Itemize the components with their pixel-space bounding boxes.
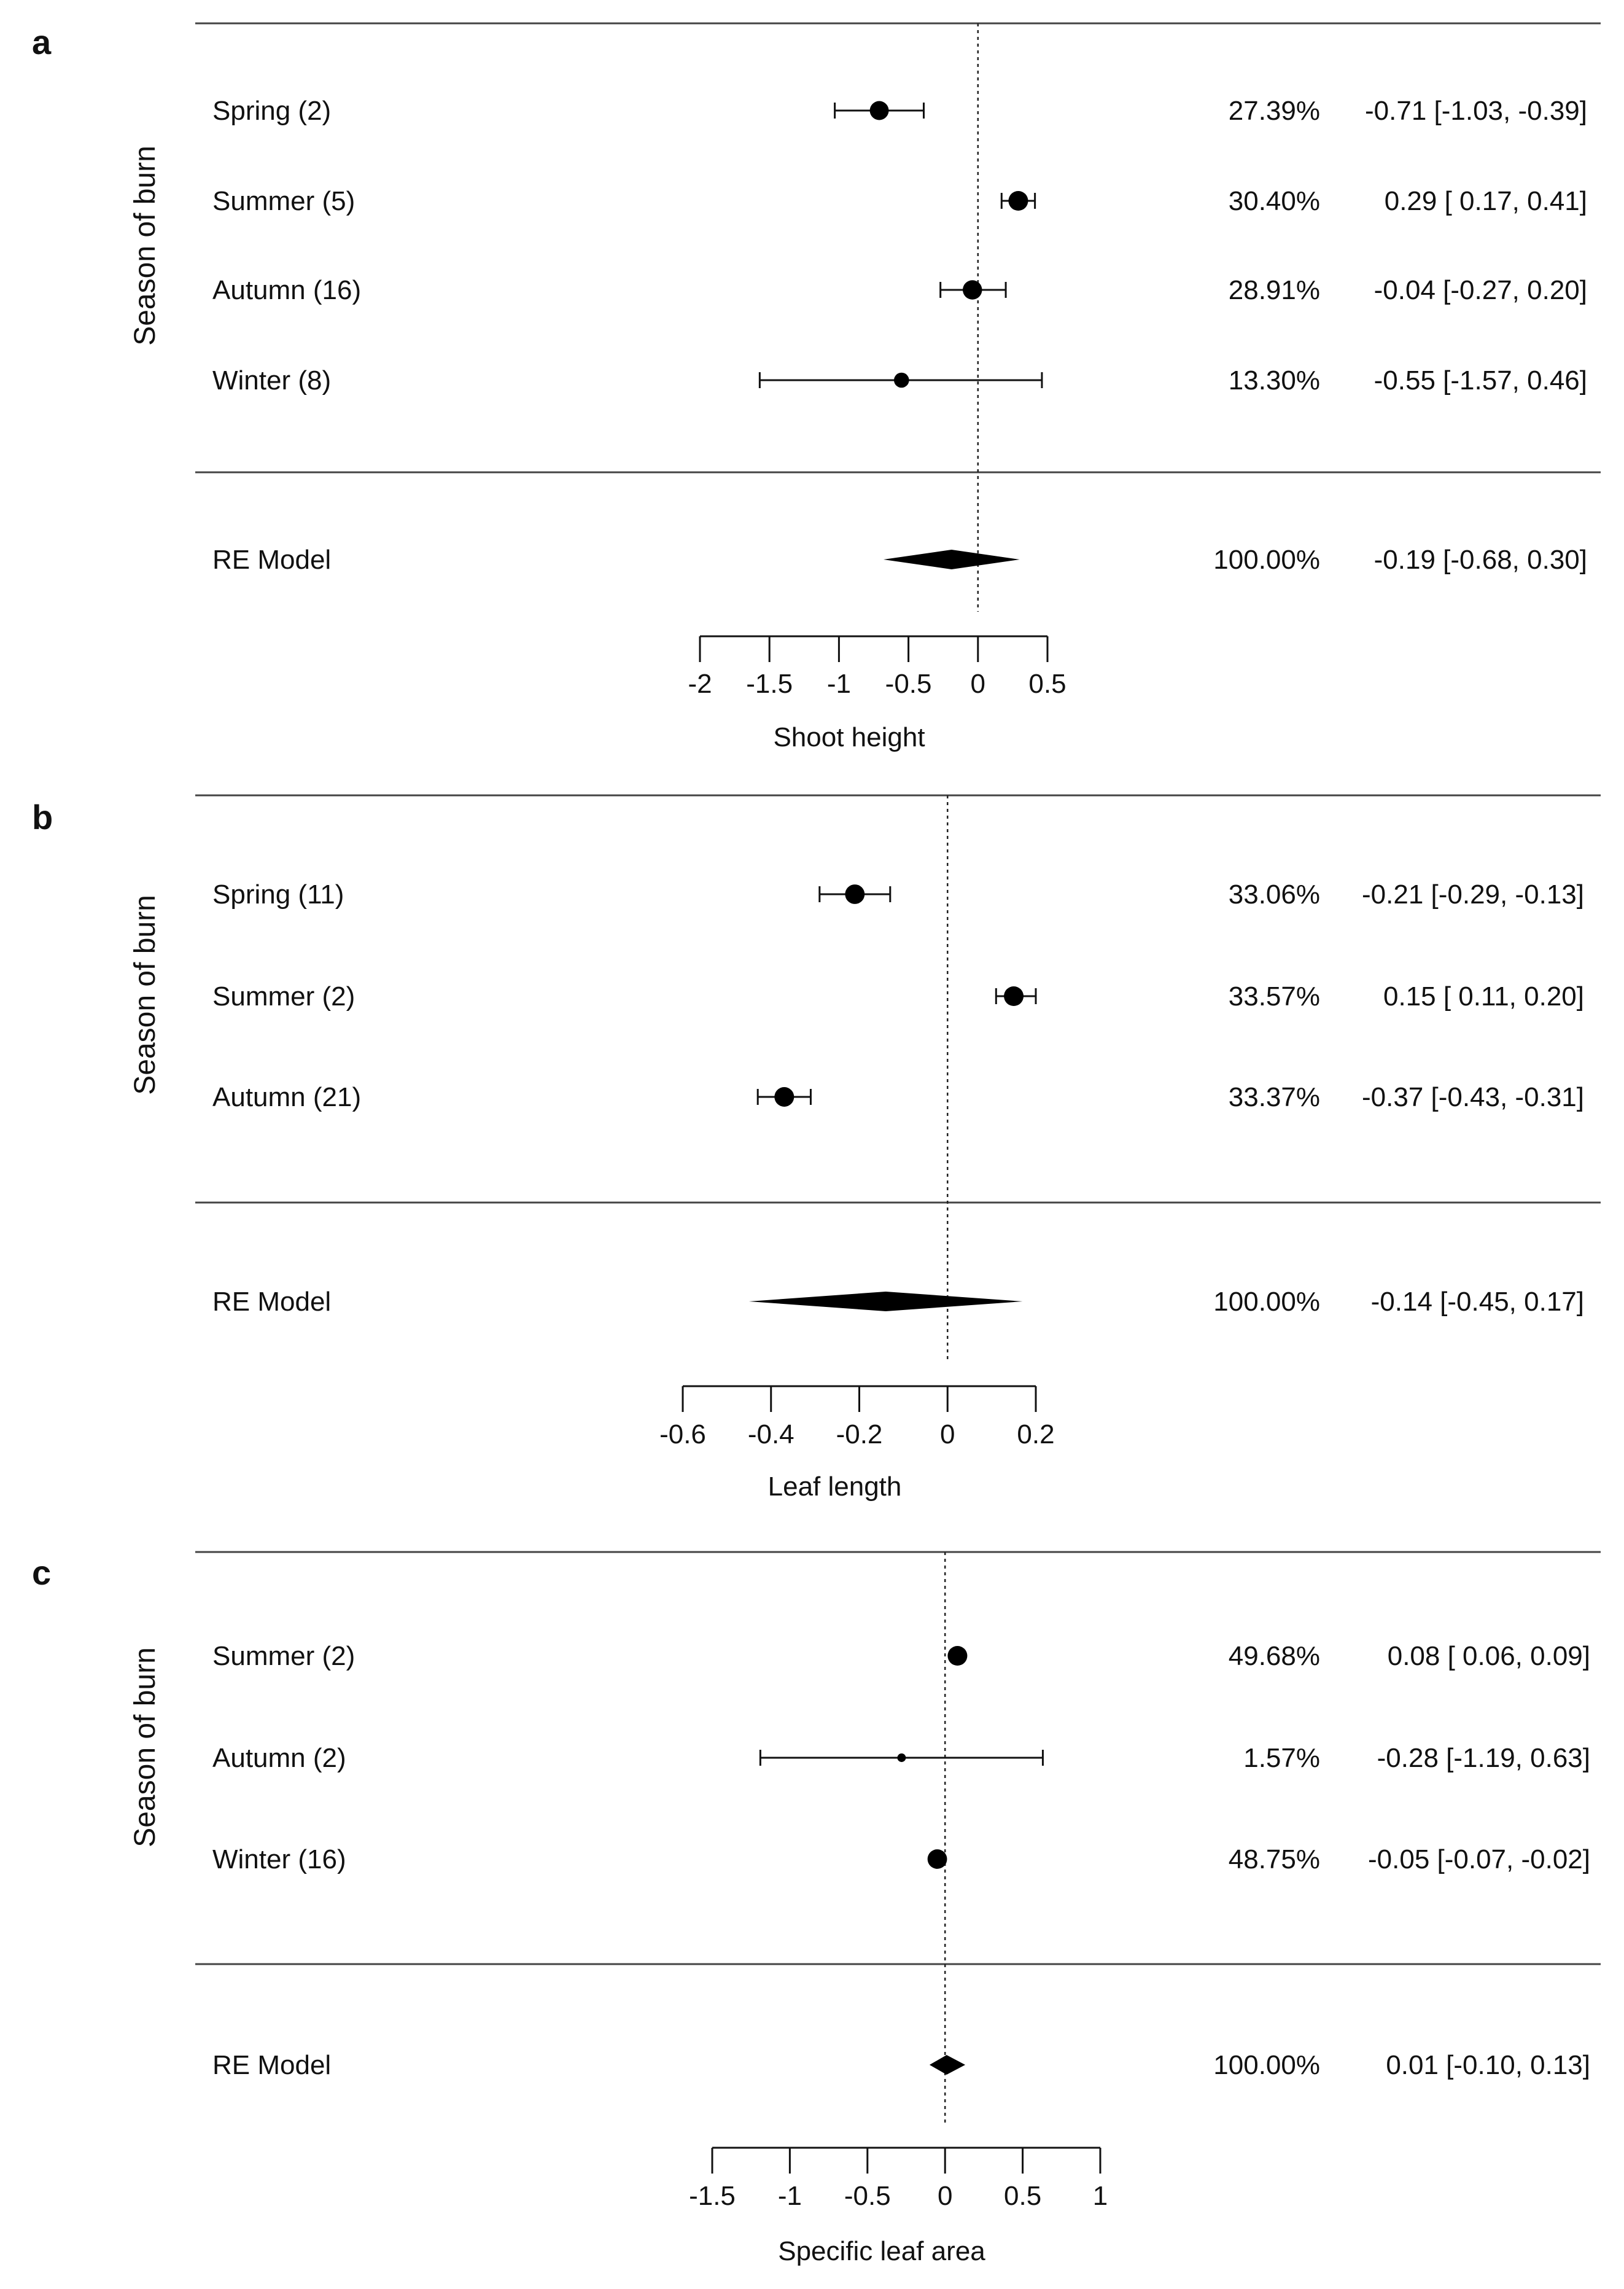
estimate-ci-label: -0.28 [-1.19, 0.63] — [1377, 1743, 1590, 1773]
point-estimate — [869, 101, 889, 120]
summary-estimate-ci-label: 0.01 [-0.10, 0.13] — [1386, 2050, 1590, 2080]
estimate-ci-label: 0.29 [ 0.17, 0.41] — [1385, 186, 1587, 216]
summary-diamond — [748, 1292, 1023, 1311]
x-tick-label: -0.2 — [836, 1419, 883, 1449]
x-tick-label: 0 — [971, 669, 985, 699]
study-label: Autumn (2) — [212, 1743, 346, 1773]
point-estimate — [947, 1646, 968, 1666]
y-axis-label: Season of burn — [129, 895, 161, 1095]
weight-label: 49.68% — [1229, 1641, 1320, 1671]
weight-label: 30.40% — [1229, 186, 1320, 216]
summary-estimate-ci-label: -0.14 [-0.45, 0.17] — [1371, 1287, 1584, 1317]
study-label: Winter (16) — [212, 1844, 346, 1874]
x-tick-label: 1 — [1093, 2181, 1108, 2211]
summary-label: RE Model — [212, 2050, 331, 2080]
estimate-ci-label: -0.05 [-0.07, -0.02] — [1368, 1844, 1590, 1874]
x-tick-label: 0.5 — [1028, 669, 1066, 699]
x-tick-label: 0 — [938, 2181, 952, 2211]
weight-label: 33.37% — [1229, 1082, 1320, 1112]
forest-panel-a: a Season of burn Spring (2) 27.39% -0.71 [-1… — [32, 22, 1601, 752]
study-label: Summer (2) — [212, 981, 355, 1012]
x-tick-label: -2 — [688, 669, 712, 699]
x-tick-label: -1.5 — [689, 2181, 736, 2211]
x-tick-label: 0 — [940, 1419, 955, 1449]
weight-label: 28.91% — [1229, 275, 1320, 305]
weight-label: 1.57% — [1243, 1743, 1320, 1773]
x-axis-label: Specific leaf area — [778, 2236, 985, 2266]
estimate-ci-label: -0.21 [-0.29, -0.13] — [1362, 879, 1584, 910]
study-label: Autumn (21) — [212, 1082, 361, 1112]
study-label: Autumn (16) — [212, 275, 361, 305]
x-tick-label: -0.6 — [659, 1419, 706, 1449]
summary-estimate-ci-label: -0.19 [-0.68, 0.30] — [1374, 545, 1587, 575]
forest-panel-c: c Season of burn Summer (2) 49.68% 0.08 [ 0.… — [32, 1551, 1601, 2266]
x-tick-label: -0.5 — [844, 2181, 891, 2211]
weight-label: 27.39% — [1229, 96, 1320, 126]
x-tick-label: 0.5 — [1004, 2181, 1041, 2211]
point-estimate — [774, 1087, 795, 1107]
estimate-ci-label: -0.55 [-1.57, 0.46] — [1374, 365, 1587, 396]
study-label: Spring (11) — [212, 879, 344, 910]
summary-weight-label: 100.00% — [1213, 545, 1320, 575]
point-estimate — [897, 1753, 906, 1762]
x-tick-label: 0.2 — [1017, 1419, 1054, 1449]
point-estimate — [845, 884, 865, 904]
study-label: Summer (5) — [212, 186, 355, 216]
point-estimate — [927, 1849, 947, 1869]
weight-label: 33.57% — [1229, 981, 1320, 1012]
panel-label: b — [32, 798, 53, 836]
summary-label: RE Model — [212, 1287, 331, 1317]
estimate-ci-label: -0.71 [-1.03, -0.39] — [1365, 96, 1587, 126]
point-estimate — [1004, 986, 1024, 1006]
x-tick-label: -1.5 — [746, 669, 793, 699]
y-axis-label: Season of burn — [129, 1647, 161, 1847]
summary-diamond — [929, 2055, 966, 2075]
estimate-ci-label: 0.08 [ 0.06, 0.09] — [1388, 1641, 1590, 1671]
point-estimate — [963, 280, 982, 300]
panel-label: c — [32, 1553, 51, 1592]
estimate-ci-label: -0.37 [-0.43, -0.31] — [1362, 1082, 1584, 1112]
y-axis-label: Season of burn — [129, 146, 161, 346]
x-tick-label: -1 — [827, 669, 851, 699]
x-axis-label: Shoot height — [773, 722, 925, 752]
x-tick-label: -1 — [778, 2181, 802, 2211]
summary-weight-label: 100.00% — [1213, 1287, 1320, 1317]
summary-weight-label: 100.00% — [1213, 2050, 1320, 2080]
summary-label: RE Model — [212, 545, 331, 575]
weight-label: 48.75% — [1229, 1844, 1320, 1874]
estimate-ci-label: 0.15 [ 0.11, 0.20] — [1383, 981, 1584, 1012]
study-label: Summer (2) — [212, 1641, 355, 1671]
forest-panel-b: b Season of burn Spring (11) 33.06% -0.21 [-… — [32, 794, 1601, 1502]
x-tick-label: -0.4 — [748, 1419, 795, 1449]
estimate-ci-label: -0.04 [-0.27, 0.20] — [1374, 275, 1587, 305]
point-estimate — [894, 372, 909, 388]
study-label: Winter (8) — [212, 365, 331, 396]
panel-label: a — [32, 23, 52, 61]
study-label: Spring (2) — [212, 96, 331, 126]
x-tick-label: -0.5 — [885, 669, 932, 699]
weight-label: 13.30% — [1229, 365, 1320, 396]
point-estimate — [1008, 191, 1028, 211]
weight-label: 33.06% — [1229, 879, 1320, 910]
summary-diamond — [883, 550, 1020, 569]
x-axis-label: Leaf length — [768, 1472, 902, 1502]
